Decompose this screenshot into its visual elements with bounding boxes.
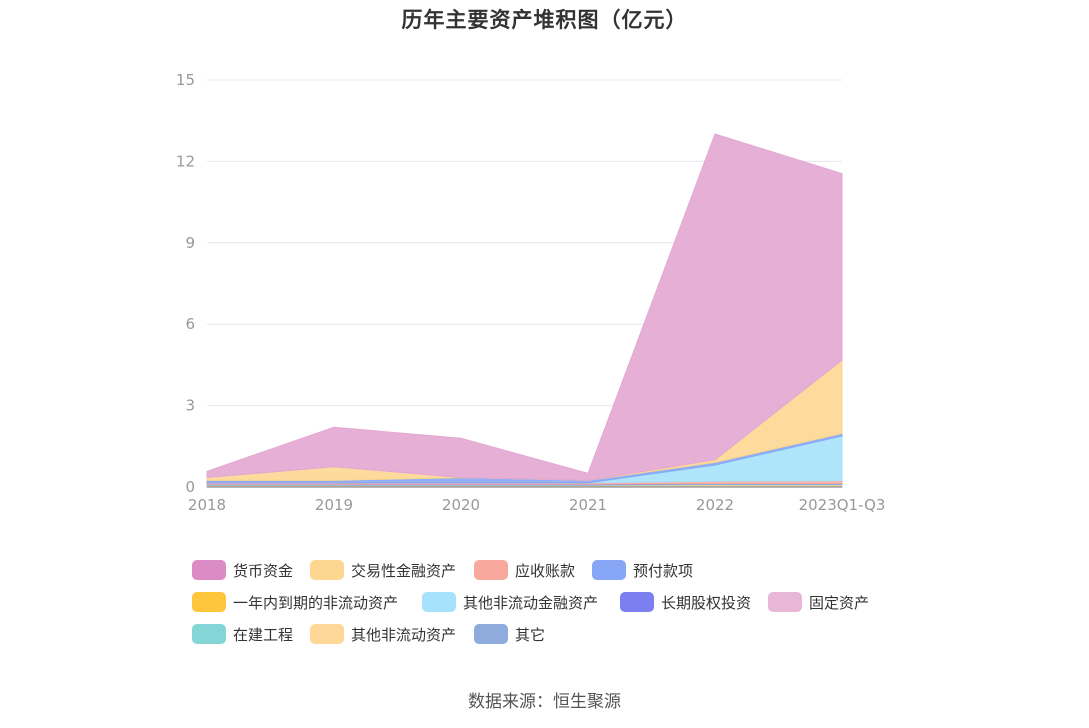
legend-label: 货币资金 — [233, 561, 294, 580]
x-tick-label: 2022 — [696, 496, 734, 514]
legend-swatch — [192, 560, 226, 580]
legend-label: 固定资产 — [809, 593, 870, 612]
legend-item[interactable]: 其他非流动金融资产 — [422, 590, 598, 614]
legend-label: 其它 — [515, 625, 546, 644]
legend-swatch — [474, 560, 508, 580]
x-tick-label: 2018 — [188, 496, 226, 514]
y-tick-label: 9 — [185, 234, 195, 252]
legend-label: 交易性金融资产 — [351, 561, 457, 580]
legend-item[interactable]: 预付款项 — [592, 558, 693, 582]
y-tick-label: 3 — [185, 397, 195, 415]
legend-label: 应收账款 — [515, 561, 576, 580]
legend-item[interactable]: 一年内到期的非流动资产 — [192, 590, 398, 614]
legend-swatch — [592, 560, 626, 580]
legend-item[interactable]: 应收账款 — [474, 558, 575, 582]
axes: 0 3 6 9 12 15 2018 2019 2020 2021 2022 2023Q1-Q3 — [176, 71, 886, 514]
chart-title: 历年主要资产堆积图（亿元） — [401, 8, 688, 32]
legend-label: 预付款项 — [633, 561, 694, 580]
legend-item[interactable]: 其它 — [474, 622, 545, 646]
legend-item[interactable]: 其他非流动资产 — [310, 622, 456, 646]
area-series — [206, 133, 843, 488]
legend-swatch — [474, 624, 508, 644]
legend-swatch — [192, 624, 226, 644]
y-tick-label: 15 — [176, 71, 195, 89]
x-tick-label: 2019 — [315, 496, 353, 514]
legend-item[interactable]: 交易性金融资产 — [310, 558, 456, 582]
data-source-note: 数据来源：恒生聚源 — [468, 692, 621, 712]
legend-item[interactable]: 在建工程 — [192, 622, 293, 646]
legend-label: 其他非流动金融资产 — [463, 593, 599, 612]
legend-swatch — [768, 592, 802, 612]
legend-swatch — [310, 624, 344, 644]
legend-swatch — [620, 592, 654, 612]
x-tick-label: 2021 — [569, 496, 607, 514]
legend-label: 其他非流动资产 — [351, 625, 457, 644]
legend-swatch — [422, 592, 456, 612]
y-tick-label: 6 — [185, 315, 195, 333]
y-tick-label: 0 — [185, 478, 195, 496]
legend-swatch — [192, 592, 226, 612]
legend-label: 在建工程 — [233, 625, 294, 644]
legend-item[interactable]: 固定资产 — [768, 590, 869, 614]
y-tick-label: 12 — [176, 152, 195, 170]
legend-item[interactable]: 长期股权投资 — [620, 590, 751, 614]
legend-item[interactable]: 货币资金 — [192, 558, 293, 582]
area-货币资金 — [206, 133, 843, 481]
x-tick-label: 2023Q1-Q3 — [799, 496, 886, 514]
legend-label: 长期股权投资 — [661, 593, 752, 612]
legend-label: 一年内到期的非流动资产 — [233, 593, 399, 612]
legend-swatch — [310, 560, 344, 580]
x-tick-label: 2020 — [442, 496, 480, 514]
